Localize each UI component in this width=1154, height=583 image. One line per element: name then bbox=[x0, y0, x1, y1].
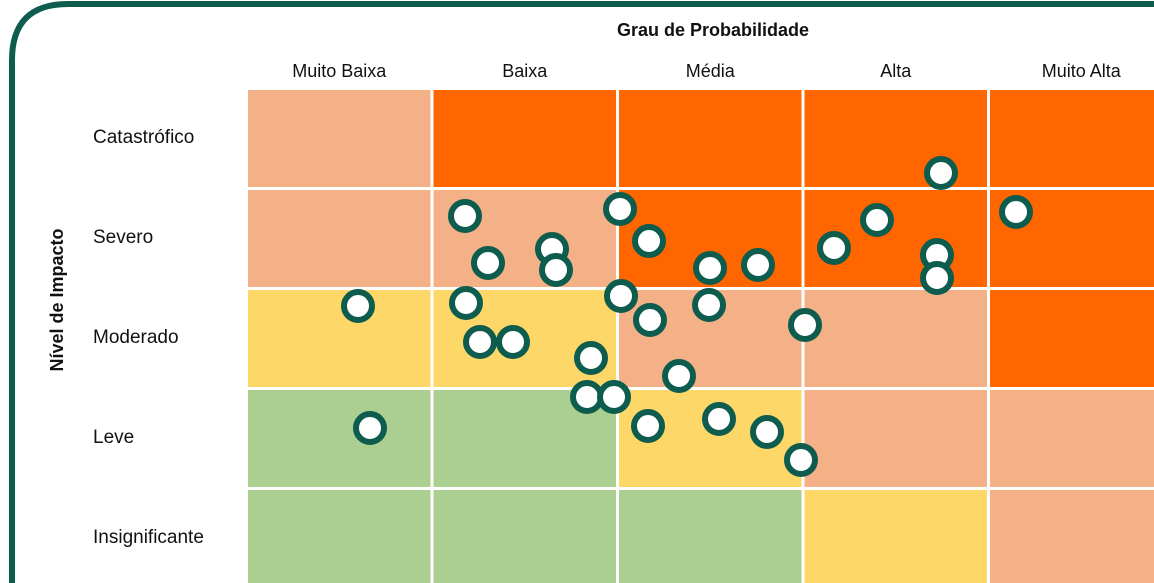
column-label: Baixa bbox=[502, 61, 548, 81]
matrix-cell bbox=[248, 290, 431, 387]
risk-dot bbox=[750, 415, 784, 449]
risk-dot bbox=[341, 289, 375, 323]
matrix-cell bbox=[804, 290, 987, 387]
risk-dot bbox=[632, 224, 666, 258]
risk-dot bbox=[604, 279, 638, 313]
risk-dot bbox=[353, 411, 387, 445]
matrix-cell bbox=[248, 490, 431, 583]
matrix-cell bbox=[619, 490, 802, 583]
column-label: Muito Alta bbox=[1042, 61, 1122, 81]
matrix-cell bbox=[804, 390, 987, 487]
matrix-cell bbox=[433, 90, 616, 187]
row-label: Catastrófico bbox=[93, 127, 194, 148]
risk-dot bbox=[784, 443, 818, 477]
risk-dot bbox=[631, 409, 665, 443]
matrix-cell bbox=[990, 290, 1154, 387]
risk-dot bbox=[448, 199, 482, 233]
frame bbox=[9, 1, 1154, 583]
y-label: Nível de Impacto bbox=[47, 228, 67, 371]
risk-dot bbox=[692, 288, 726, 322]
column-label: Média bbox=[686, 61, 736, 81]
risk-dot bbox=[574, 341, 608, 375]
risk-dot bbox=[603, 192, 637, 226]
row-label: Insignificante bbox=[93, 527, 204, 548]
risk-dot bbox=[496, 325, 530, 359]
matrix-cell bbox=[433, 490, 616, 583]
row-label: Leve bbox=[93, 427, 134, 448]
matrix-cell bbox=[248, 90, 431, 187]
risk-dot bbox=[449, 286, 483, 320]
risk-dot bbox=[920, 261, 954, 295]
risk-dot bbox=[570, 380, 604, 414]
column-label: Muito Baixa bbox=[292, 61, 387, 81]
column-label: Alta bbox=[880, 61, 912, 81]
matrix-cell bbox=[990, 390, 1154, 487]
matrix-cell bbox=[248, 190, 431, 287]
matrix-cell bbox=[990, 490, 1154, 583]
matrix-cell bbox=[804, 90, 987, 187]
risk-dot bbox=[633, 303, 667, 337]
risk-dot bbox=[539, 253, 573, 287]
risk-dot bbox=[597, 380, 631, 414]
risk-dot bbox=[924, 156, 958, 190]
row-label: Moderado bbox=[93, 327, 179, 348]
matrix-cell bbox=[619, 90, 802, 187]
risk-dot bbox=[817, 231, 851, 265]
risk-dots bbox=[341, 156, 1033, 477]
risk-dot bbox=[471, 246, 505, 280]
risk-dot bbox=[702, 402, 736, 436]
title: Grau de Probabilidade bbox=[617, 20, 809, 40]
matrix-cell bbox=[990, 90, 1154, 187]
risk-dot bbox=[662, 359, 696, 393]
risk-dot bbox=[788, 308, 822, 342]
matrix-cell bbox=[248, 390, 431, 487]
risk-dot bbox=[999, 195, 1033, 229]
risk-dot bbox=[860, 203, 894, 237]
risk-dot bbox=[463, 325, 497, 359]
row-label: Severo bbox=[93, 227, 153, 248]
risk-dot bbox=[693, 251, 727, 285]
matrix-cell bbox=[804, 490, 987, 583]
risk-dot bbox=[741, 248, 775, 282]
cells bbox=[248, 90, 1154, 583]
